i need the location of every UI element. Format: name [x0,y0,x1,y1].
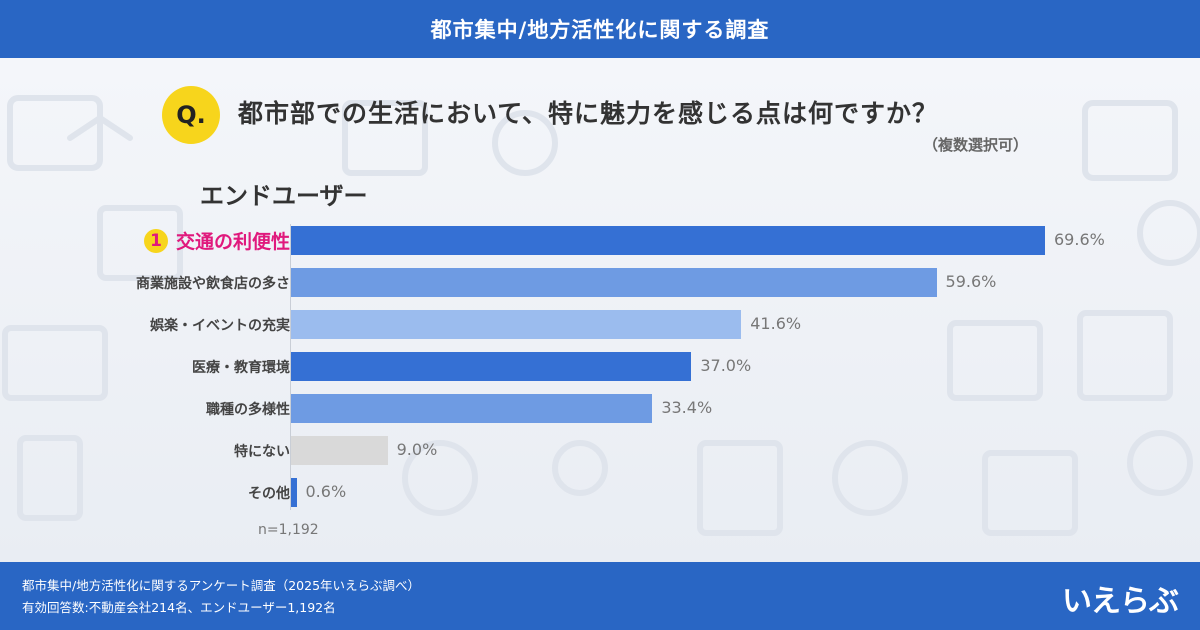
question-badge: Q. [162,86,220,144]
value-label: 37.0% [700,356,752,375]
footer-source: 都市集中/地方活性化に関するアンケート調査（2025年いえらぶ調べ） [22,578,421,593]
background-pattern [2,95,1200,536]
category-label: 医療・教育環境 [192,360,290,376]
group-label: エンドユーザー [200,182,368,210]
chart-panel: Q. 都市部での生活において、特に魅力を感じる点は何ですか？ （複数選択可） エ… [0,58,1200,562]
bar [290,226,1045,255]
question-note: （複数選択可） [922,136,1028,154]
category-text: 交通の利便性 [175,231,290,253]
value-label: 69.6% [1054,230,1105,249]
value-label: 41.6% [750,314,802,333]
category-label: 特にない [234,444,290,460]
footer-respondents: 有効回答数:不動産会社214名、エンドユーザー1,192名 [22,600,336,615]
category-label: 職種の多様性 [206,402,290,418]
sample-size: n=1,192 [258,522,319,538]
bar [290,394,653,423]
category-label: 1 交通の利便性 [143,227,290,254]
header-title: 都市集中/地方活性化に関する調査 [430,18,770,42]
category-label: 娯楽・イベントの充実 [150,318,290,334]
question-text: 都市部での生活において、特に魅力を感じる点は何ですか？ [238,99,939,128]
bar [290,310,742,339]
chart-axis [290,224,291,510]
bar [290,352,692,381]
header-bar: 都市集中/地方活性化に関する調査 [0,0,1200,58]
footer-bar: 都市集中/地方活性化に関するアンケート調査（2025年いえらぶ調べ） 有効回答数… [0,562,1200,630]
rank-badge: 1 [143,228,168,253]
category-label: その他 [248,486,290,502]
bar [290,436,388,465]
value-label: 33.4% [661,398,713,417]
bar [290,268,937,297]
bar [290,478,297,507]
category-label: 商業施設や飲食店の多さ [136,276,290,292]
value-label: 0.6% [305,482,347,501]
value-label: 59.6% [945,272,997,291]
brand-logo: いえらぶ [1062,584,1179,619]
value-label: 9.0% [396,440,438,459]
